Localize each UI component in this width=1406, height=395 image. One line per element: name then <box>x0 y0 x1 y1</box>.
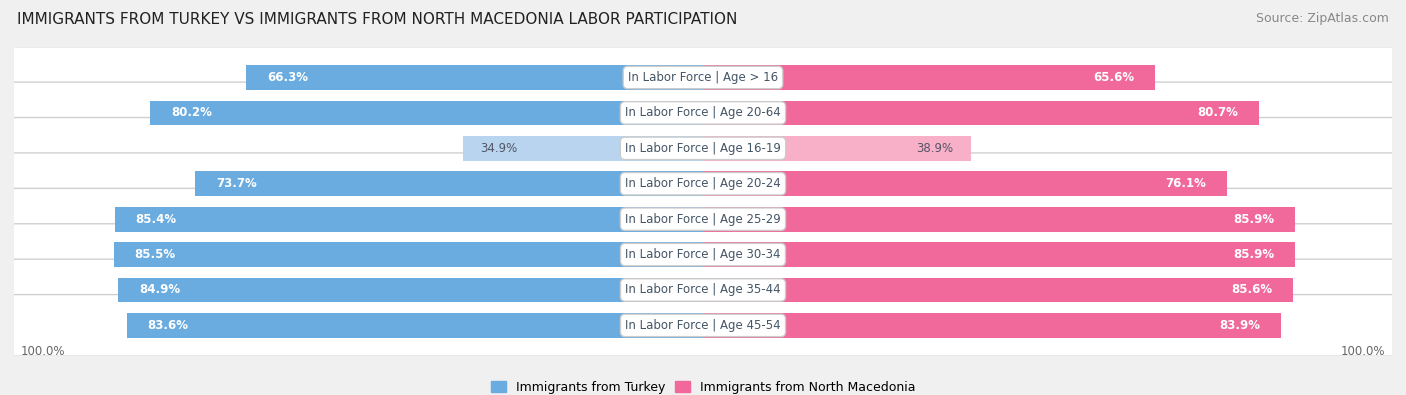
FancyBboxPatch shape <box>11 82 1395 144</box>
Text: In Labor Force | Age 35-44: In Labor Force | Age 35-44 <box>626 284 780 297</box>
Text: 85.4%: 85.4% <box>135 213 176 226</box>
Text: In Labor Force | Age > 16: In Labor Force | Age > 16 <box>628 71 778 84</box>
Text: 85.6%: 85.6% <box>1230 284 1272 297</box>
FancyBboxPatch shape <box>7 45 1399 110</box>
Text: 100.0%: 100.0% <box>21 346 66 358</box>
FancyBboxPatch shape <box>7 258 1399 322</box>
FancyBboxPatch shape <box>11 188 1395 250</box>
Text: In Labor Force | Age 25-29: In Labor Force | Age 25-29 <box>626 213 780 226</box>
Text: 85.9%: 85.9% <box>1233 213 1274 226</box>
Bar <box>115 207 703 231</box>
Bar <box>703 171 1227 196</box>
Text: 73.7%: 73.7% <box>217 177 257 190</box>
Text: 83.9%: 83.9% <box>1219 319 1260 332</box>
Text: 100.0%: 100.0% <box>1340 346 1385 358</box>
Legend: Immigrants from Turkey, Immigrants from North Macedonia: Immigrants from Turkey, Immigrants from … <box>485 376 921 395</box>
Bar <box>703 100 1258 125</box>
Bar <box>703 207 1295 231</box>
Bar <box>463 136 703 161</box>
Bar <box>703 242 1295 267</box>
FancyBboxPatch shape <box>7 116 1399 181</box>
Text: 83.6%: 83.6% <box>148 319 188 332</box>
Text: 80.2%: 80.2% <box>172 106 212 119</box>
Bar <box>246 65 703 90</box>
Bar <box>703 136 972 161</box>
Bar <box>118 278 703 303</box>
Text: In Labor Force | Age 16-19: In Labor Force | Age 16-19 <box>626 142 780 155</box>
Bar <box>127 313 703 338</box>
FancyBboxPatch shape <box>7 222 1399 287</box>
Bar <box>195 171 703 196</box>
Text: In Labor Force | Age 20-64: In Labor Force | Age 20-64 <box>626 106 780 119</box>
Bar <box>703 278 1292 303</box>
Text: 84.9%: 84.9% <box>139 284 180 297</box>
Text: 85.5%: 85.5% <box>135 248 176 261</box>
Bar <box>703 313 1281 338</box>
FancyBboxPatch shape <box>11 118 1395 179</box>
FancyBboxPatch shape <box>11 295 1395 356</box>
Text: In Labor Force | Age 20-24: In Labor Force | Age 20-24 <box>626 177 780 190</box>
Text: Source: ZipAtlas.com: Source: ZipAtlas.com <box>1256 12 1389 25</box>
Text: In Labor Force | Age 45-54: In Labor Force | Age 45-54 <box>626 319 780 332</box>
Text: 34.9%: 34.9% <box>479 142 517 155</box>
Text: 38.9%: 38.9% <box>917 142 953 155</box>
Text: 85.9%: 85.9% <box>1233 248 1274 261</box>
FancyBboxPatch shape <box>7 187 1399 251</box>
Bar <box>114 242 703 267</box>
FancyBboxPatch shape <box>11 259 1395 321</box>
FancyBboxPatch shape <box>11 224 1395 285</box>
FancyBboxPatch shape <box>7 293 1399 357</box>
Text: IMMIGRANTS FROM TURKEY VS IMMIGRANTS FROM NORTH MACEDONIA LABOR PARTICIPATION: IMMIGRANTS FROM TURKEY VS IMMIGRANTS FRO… <box>17 12 737 27</box>
Text: 65.6%: 65.6% <box>1092 71 1135 84</box>
Bar <box>703 65 1154 90</box>
FancyBboxPatch shape <box>11 153 1395 214</box>
FancyBboxPatch shape <box>11 47 1395 108</box>
Text: 80.7%: 80.7% <box>1198 106 1239 119</box>
Text: 76.1%: 76.1% <box>1166 177 1206 190</box>
FancyBboxPatch shape <box>7 81 1399 145</box>
Bar <box>150 100 703 125</box>
Text: In Labor Force | Age 30-34: In Labor Force | Age 30-34 <box>626 248 780 261</box>
Text: 66.3%: 66.3% <box>267 71 308 84</box>
FancyBboxPatch shape <box>7 152 1399 216</box>
